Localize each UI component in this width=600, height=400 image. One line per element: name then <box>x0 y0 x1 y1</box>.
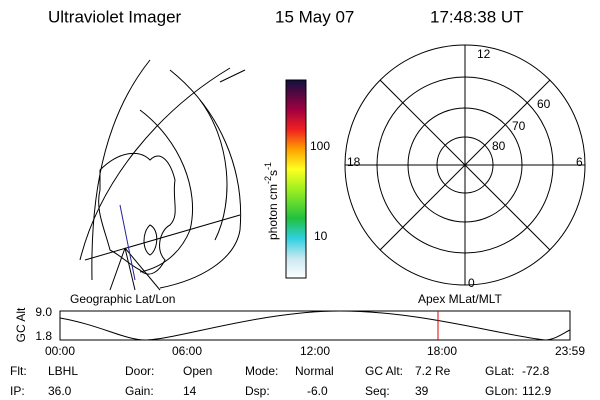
polar-grid <box>344 44 586 286</box>
colorbar-tick: 100 <box>310 139 330 153</box>
info-value: 112.9 <box>522 384 551 398</box>
info-value: Normal <box>295 364 334 378</box>
info-label: Dsp: <box>245 384 270 398</box>
date: 15 May 07 <box>275 7 354 26</box>
timeline-title: Apex MLat/MLT <box>418 292 502 306</box>
info-label: Mode: <box>245 364 278 378</box>
info-value: -6.0 <box>307 384 328 398</box>
polar-label: 12 <box>477 47 491 61</box>
colorbar-label: photon cm-2s-1 <box>263 162 280 240</box>
ring-label: 80 <box>492 139 506 153</box>
colorbar <box>285 79 307 279</box>
info-label: Gain: <box>125 384 154 398</box>
x-tick-label: 06:00 <box>172 344 202 358</box>
axis-label: GC Alt <box>14 307 28 342</box>
altitude-curve <box>59 310 571 341</box>
y-tick-label: 9.0 <box>35 305 52 319</box>
timeline-frame <box>59 310 571 341</box>
info-value: 7.2 Re <box>415 364 451 378</box>
ring-label: 70 <box>512 119 526 133</box>
info-label: IP: <box>10 384 25 398</box>
y-tick-label: 1.8 <box>35 329 52 343</box>
map <box>79 59 246 291</box>
x-tick-label: 23:59 <box>555 344 585 358</box>
timeline-title: Geographic Lat/Lon <box>70 292 175 306</box>
info-label: GLat: <box>485 364 514 378</box>
info-value: 14 <box>183 384 197 398</box>
info-value: Open <box>183 364 212 378</box>
info-label: GC Alt: <box>365 364 403 378</box>
x-tick-label: 00:00 <box>45 344 75 358</box>
info-label: Door: <box>125 364 154 378</box>
x-ticks: 00:00 06:00 12:00 18:00 23:59 <box>45 344 585 358</box>
x-tick-label: 18:00 <box>427 344 457 358</box>
polar-label: 6 <box>576 155 583 169</box>
title: Ultraviolet Imager <box>48 7 182 26</box>
info-label: Flt: <box>10 364 27 378</box>
info-value: -72.8 <box>522 364 550 378</box>
colorbar-tick: 10 <box>314 229 328 243</box>
info-value: 39 <box>415 384 429 398</box>
x-tick-label: 12:00 <box>300 344 330 358</box>
polar-label: 18 <box>347 155 361 169</box>
info-value: LBHL <box>48 364 78 378</box>
time: 17:48:38 UT <box>430 7 524 26</box>
info-panel: Flt: LBHL Door: Open Mode: Normal GC Alt: 7.2 R… <box>10 364 551 398</box>
polar-label: 0 <box>468 276 475 290</box>
info-label: GLon: <box>485 384 518 398</box>
info-label: Seq: <box>365 384 390 398</box>
info-value: 36.0 <box>48 384 72 398</box>
ring-label: 60 <box>537 97 551 111</box>
